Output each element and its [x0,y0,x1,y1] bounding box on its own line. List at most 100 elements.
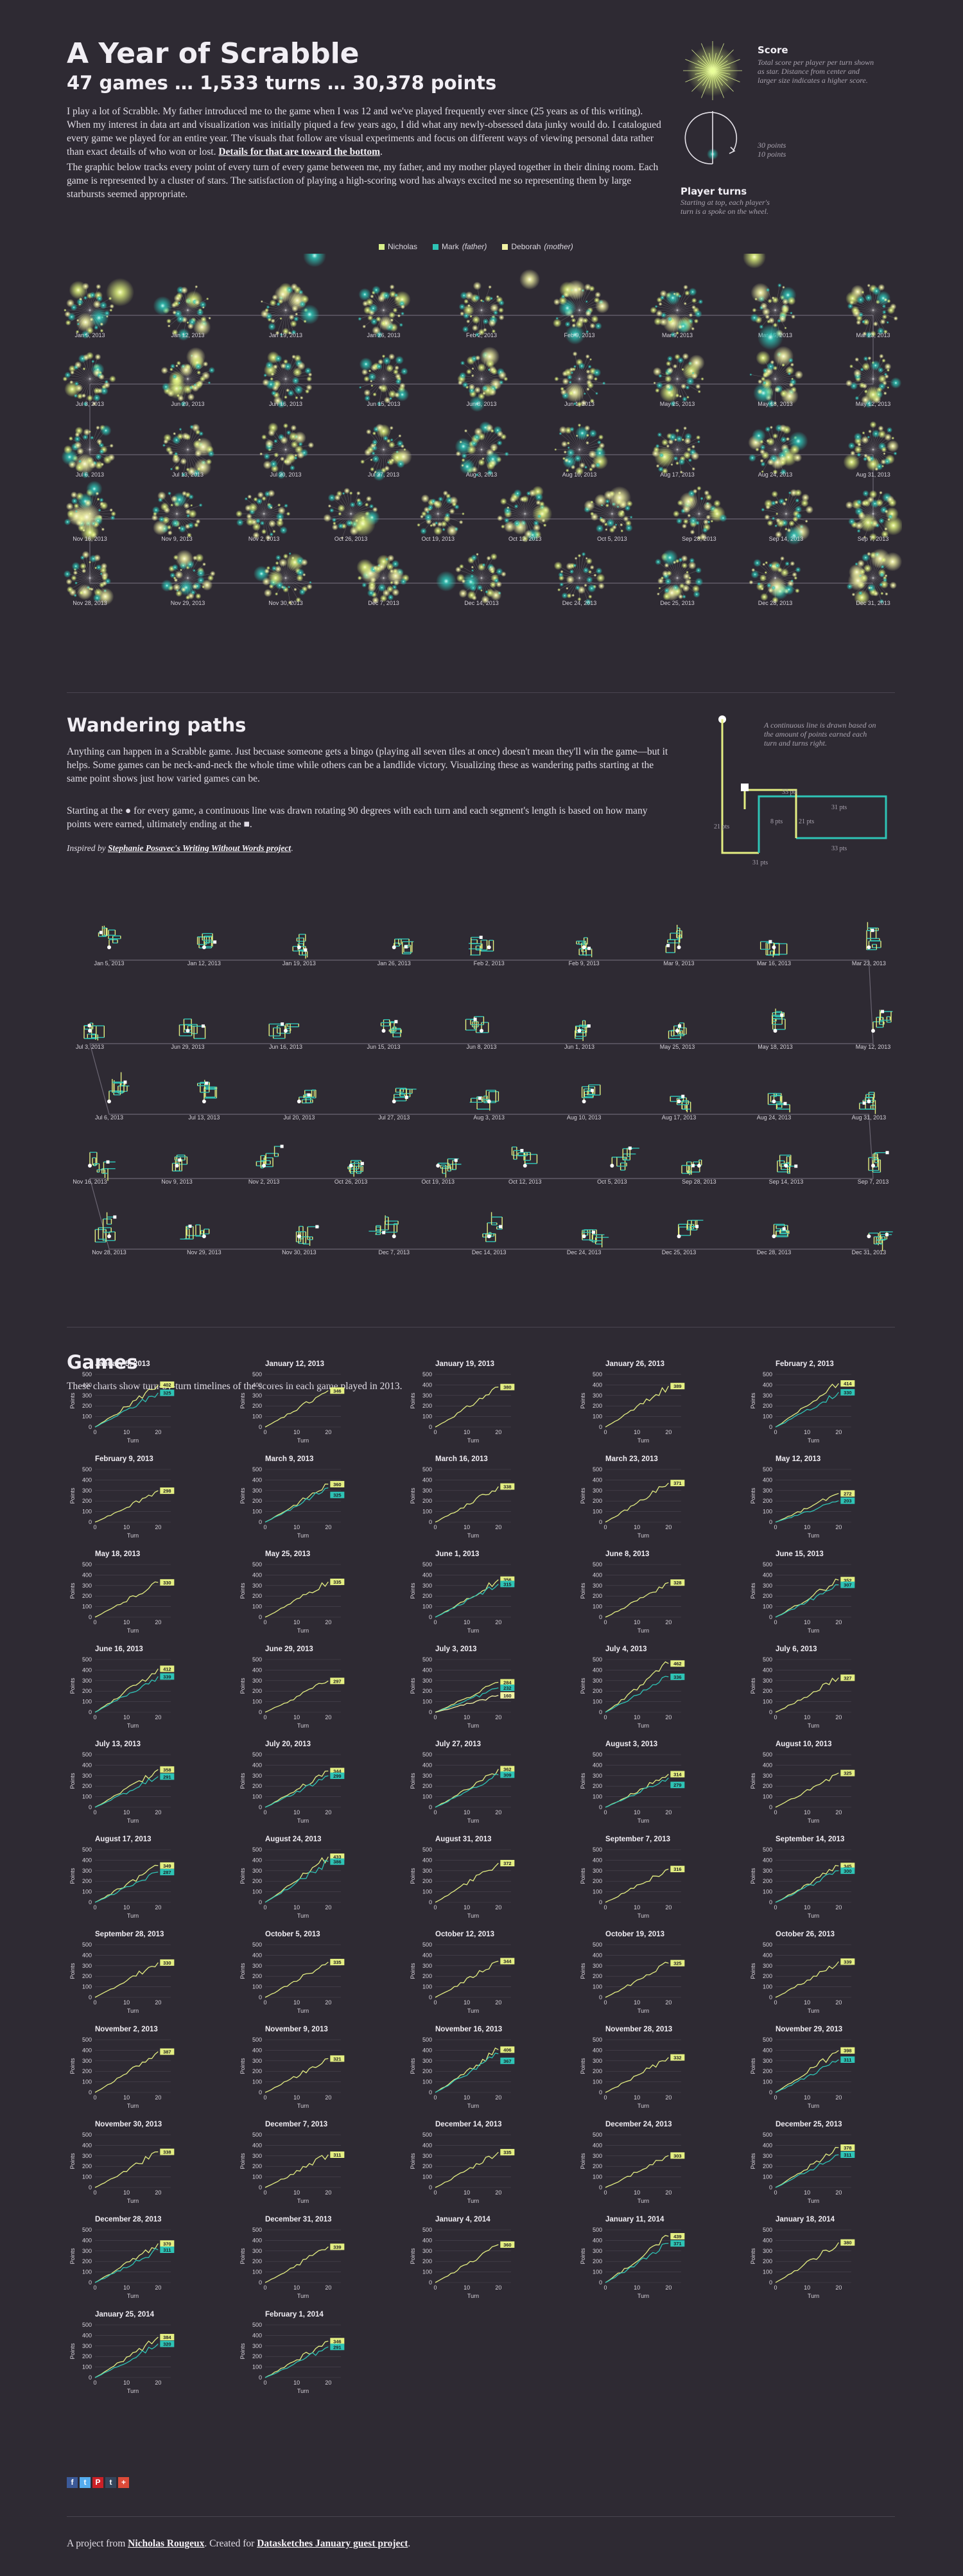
game-date-label: Aug 24, 2013 [758,471,793,478]
game-star-cluster [160,347,216,407]
y-tick-label: 100 [252,1604,262,1610]
game-date-label: Jul 13, 2013 [172,471,204,478]
final-score-badge [330,1853,345,1860]
y-axis-label: Points [239,1487,246,1504]
wander-label-3: 33 pts [831,845,847,852]
game-chart-svg: 0 100 200 300 400 500 0 10 20 Turn Points 360 [410,2227,515,2299]
game-date-label: Nov 2, 2013 [248,1178,280,1185]
wander-key: A continuous line is drawn based on the … [714,715,887,866]
pinterest-icon[interactable]: P [92,2477,103,2488]
game-star-cluster [358,284,411,338]
facebook-icon[interactable]: f [67,2477,78,2488]
y-tick-label: 500 [82,1941,92,1948]
key-score-note-2: as star. Distance from center and [758,67,860,76]
y-tick-label: 200 [252,1593,262,1599]
wander-key-note-2: the amount of points earned each [764,730,867,739]
game-chart-title: January 26, 2013 [605,1360,665,1368]
y-tick-label: 100 [593,2269,602,2275]
game-chart: January 26, 2013 0 100 200 300 400 500 0 10 20 Tur… [577,1360,720,1457]
y-axis-label: Points [410,1773,416,1789]
game-chart-title: December 25, 2013 [776,2121,842,2128]
google-plus-icon[interactable]: + [118,2477,129,2488]
final-score-badge [670,2240,685,2247]
y-tick-label: 300 [763,1392,772,1399]
score-line [435,1960,499,1998]
y-tick-label: 100 [82,1794,92,1800]
game-chart: August 10, 2013 0 100 200 300 400 500 0 10 20 Turn… [747,1740,890,1837]
final-score-value: 356 [503,1577,512,1583]
y-tick-label: 500 [252,2322,262,2328]
y-tick-label: 400 [252,1667,262,1673]
y-axis-label: Points [580,2153,586,2169]
final-score-badge [330,1959,345,1966]
datasketches-link[interactable]: Datasketches January guest project [257,2538,408,2549]
y-axis-label: Points [750,2153,756,2169]
star-clusters: Jan 5, 2013 Jan 12, 2013 Jan 19, 2013 Jan 2… [61,254,902,606]
game-date-label: Mar 9, 2013 [664,960,695,967]
posavec-link[interactable]: Stephanie Posavec's Writing Without Word… [108,843,291,853]
y-tick-label: 300 [593,1773,602,1779]
y-tick-label: 100 [422,1699,432,1705]
game-wander-glyph [759,940,788,958]
y-tick-label: 300 [593,1963,602,1969]
game-chart-title: January 12, 2013 [265,1360,325,1368]
game-date-label: Dec 25, 2013 [660,600,695,606]
x-tick-label: 0 [433,1524,437,1530]
y-tick-label: 100 [422,2269,432,2275]
game-date-label: May 25, 2013 [660,1044,695,1050]
game-wander-glyph [610,1146,639,1171]
score-line [605,2243,669,2283]
score-line [265,1484,329,1523]
game-date-label: Jun 8, 2013 [466,401,496,407]
score-line [435,1486,499,1523]
game-date-label: Nov 29, 2013 [171,600,205,606]
final-score-badge [500,1684,515,1691]
y-tick-label: 500 [763,1751,772,1758]
y-axis-label: Points [580,1963,586,1979]
y-tick-label: 400 [422,1572,432,1578]
final-score-badge [160,1766,175,1773]
game-chart: December 7, 2013 0 100 200 300 400 500 0 10 20 Tur… [237,2121,379,2217]
author-link[interactable]: Nicholas Rougeux [128,2538,205,2549]
game-date-label: Jun 16, 2013 [269,1044,302,1050]
x-tick-label: 20 [155,1429,161,1435]
game-date-label: Oct 26, 2013 [334,536,368,542]
y-tick-label: 200 [422,2258,432,2265]
y-tick-label: 400 [593,1667,602,1673]
final-score-badge [840,1389,855,1396]
score-line [605,1676,669,1713]
game-date-label: Dec 31, 2013 [856,600,890,606]
game-chart-title: November 16, 2013 [435,2026,503,2033]
x-tick-label: 0 [93,2379,96,2386]
x-tick-label: 20 [325,1429,331,1435]
final-score-value: 371 [673,1480,682,1486]
y-tick-label: 300 [252,2058,262,2064]
y-tick-label: 200 [593,2163,602,2169]
score-line [435,1687,499,1713]
game-star-cluster [553,552,605,606]
x-tick-label: 20 [325,1714,331,1721]
y-tick-label: 0 [769,2279,772,2286]
final-score-badge [160,1959,175,1966]
x-tick-label: 10 [123,2284,130,2291]
details-link[interactable]: Details for that are toward the bottom [218,146,381,157]
final-score-badge [840,1769,855,1776]
twitter-icon[interactable]: t [80,2477,91,2488]
x-tick-label: 10 [293,2284,300,2291]
game-date-label: Nov 30, 2013 [268,600,303,606]
final-score-badge [160,1673,175,1680]
tumblr-icon[interactable]: t [105,2477,116,2488]
score-line [94,2344,159,2378]
x-tick-label: 0 [603,1619,607,1625]
game-date-label: Dec 14, 2013 [472,1249,507,1256]
game-date-label: Feb 2, 2013 [466,332,497,338]
game-chart: January 19, 2013 0 100 200 300 400 500 0 10 20 Tur… [407,1360,550,1457]
game-chart-title: July 3, 2013 [435,1645,477,1653]
y-tick-label: 100 [82,1699,92,1705]
y-tick-label: 400 [422,1952,432,1958]
x-tick-label: 0 [263,2379,266,2386]
final-score-value: 330 [844,1390,852,1396]
